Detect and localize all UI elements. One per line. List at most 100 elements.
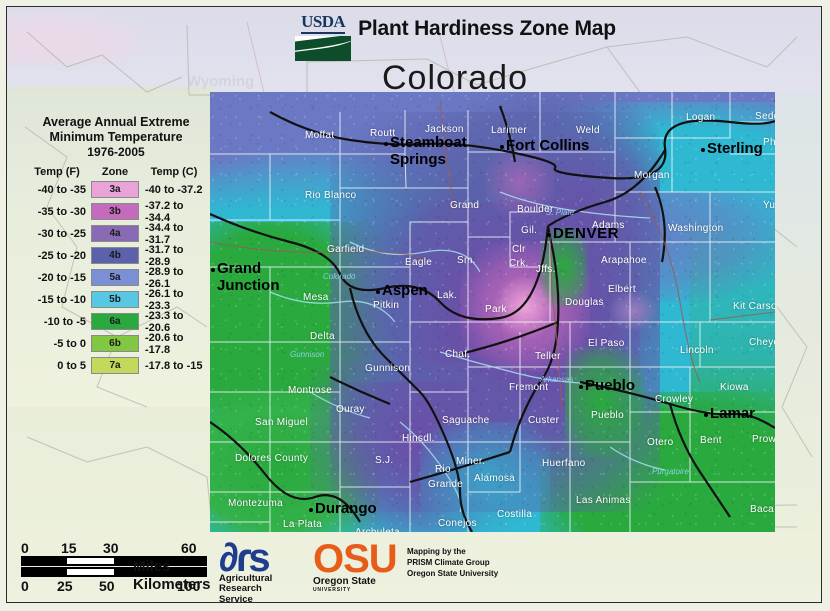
county-label: Garfield (327, 244, 365, 255)
city-label: Durango (315, 500, 377, 517)
legend-temp-f: -5 to 0 (53, 337, 86, 350)
osu-sub-label-2: UNIVERSITY (313, 587, 352, 593)
north-haze (7, 7, 157, 65)
county-label: Fremont (509, 382, 549, 393)
legend-swatch-6b: 6b (91, 335, 139, 352)
legend-swatch-6a: 6a (91, 313, 139, 330)
legend-col-zone: Zone (101, 166, 129, 178)
county-label: Baca (750, 504, 774, 515)
neighbor-state-label: Wyoming (187, 73, 255, 90)
miles-unit-label: Miles (133, 558, 171, 575)
county-label: Eagle (405, 257, 433, 268)
county-label: Montezuma (228, 498, 283, 509)
zone-6a-far-east (690, 212, 775, 532)
kilometers-scale-bar (21, 567, 207, 577)
ars-line-1: Agricultural (219, 573, 273, 585)
zone-4b-mountain-core (330, 112, 660, 512)
zone-5a-east-central (540, 192, 775, 302)
osu-sub-label: Oregon State (313, 576, 376, 587)
legend-temp-c: -28.9 to -26.1 (145, 265, 184, 290)
legend-temp-f: -40 to -35 (37, 183, 86, 196)
zone-4b-san-juans (310, 362, 540, 532)
city-label: Grand Junction (217, 260, 280, 294)
county-label: S.J. (375, 455, 394, 466)
city-label: Lamar (710, 405, 756, 422)
zone-6a-southwest (210, 392, 380, 532)
county-label: Grand (450, 200, 480, 211)
city-label: Steamboat Springs (390, 134, 467, 168)
county-label: Chaf. (445, 349, 471, 360)
miles-tick: 60 (181, 540, 197, 556)
zone-4a-san-juans (330, 382, 510, 532)
legend: Average Annual Extreme Minimum Temperatu… (23, 115, 209, 376)
legend-temp-f: 0 to 5 (57, 359, 86, 372)
osu-wordmark: OSU (313, 537, 398, 581)
zone-3b-highest (460, 242, 590, 372)
county-label: Prowers (752, 434, 775, 445)
legend-row-4a: -30 to -25 4a -34.4 to -31.7 (23, 221, 209, 246)
county-label: Delta (310, 331, 335, 342)
kansas-background (767, 92, 821, 532)
county-label: Lak. (437, 290, 458, 301)
county-label: Douglas (565, 297, 604, 308)
miles-scale-bar (21, 556, 207, 566)
county-label: Washington (668, 223, 724, 234)
county-label: Miner. (456, 456, 486, 467)
zone-6a-pueblo-corridor (565, 347, 645, 457)
county-label: Jffs. (536, 264, 556, 275)
city-marker-dot (309, 508, 313, 512)
city-marker-dot (701, 148, 705, 152)
zone-3b-north-patch (485, 147, 555, 217)
legend-temp-f: -35 to -30 (37, 205, 86, 218)
legend-swatch-3a: 3a (91, 181, 139, 198)
county-label: Dolores County (235, 453, 309, 464)
county-label: Logan (686, 112, 716, 123)
kilometers-tick-labels: 0 25 50 100 (21, 578, 221, 594)
county-label: Jackson (425, 124, 464, 135)
attribution-credit: Mapping by the PRISM Climate Group Orego… (407, 547, 498, 579)
county-label: Moffat (305, 130, 335, 141)
river-label: S. Plate (546, 208, 575, 217)
zone-4a-north-park (510, 132, 650, 272)
county-label: Huerfano (542, 458, 586, 469)
county-label: Teller (535, 351, 561, 362)
county-label: Rio (435, 464, 451, 475)
city-marker-dot (376, 290, 380, 294)
usda-leaf-icon (295, 35, 352, 61)
county-label: Sm. (457, 255, 476, 266)
legend-swatch-5a: 5a (91, 269, 139, 286)
zone-5a-north-region (210, 92, 775, 212)
legend-heading-line1: Average Annual Extreme (42, 115, 190, 129)
colorado-map-body: Moffat Routt Jackson Larimer Weld Logan Sedgwi… (210, 92, 775, 532)
page-title: Plant Hardiness Zone Map (358, 17, 616, 40)
river-label: Colorado (323, 272, 356, 281)
county-label: Montrose (288, 385, 333, 396)
legend-col-fahrenheit: Temp (F) (34, 166, 80, 178)
county-label: Gunnison (365, 363, 411, 374)
county-label: Boulder (517, 204, 554, 215)
legend-temp-c: -31.7 to -28.9 (145, 243, 184, 268)
legend-temp-f: -25 to -20 (37, 249, 86, 262)
county-label: El Paso (588, 338, 625, 349)
county-label: Bent (700, 435, 722, 446)
county-label: Morgan (634, 170, 670, 181)
legend-temp-c: -34.4 to -31.7 (145, 221, 184, 246)
kilometers-tick: 100 (177, 578, 201, 594)
usda-wordmark: USDA (301, 13, 346, 34)
county-label: Pitkin (373, 300, 400, 311)
county-label: Park (485, 304, 507, 315)
county-label: Grande (428, 479, 464, 490)
county-label: Crowley (655, 394, 694, 405)
county-label: Yuma (763, 200, 775, 211)
kilometers-tick: 25 (57, 578, 73, 594)
zone-5b-san-luis-valley (420, 422, 550, 532)
county-label: Costilla (497, 509, 533, 520)
zone-4b-north-mountains (440, 92, 660, 342)
legend-row-4b: -25 to -20 4b -31.7 to -28.9 (23, 243, 209, 268)
legend-row-7a: 0 to 5 7a -17.8 to -15 (23, 355, 209, 376)
city-label: Sterling (707, 140, 763, 157)
miles-tick: 0 (21, 540, 29, 556)
county-label: Hinsdl. (402, 433, 435, 444)
county-label: Conejos (438, 518, 477, 529)
legend-row-5b: -15 to -10 5b -26.1 to -23.3 (23, 288, 209, 312)
